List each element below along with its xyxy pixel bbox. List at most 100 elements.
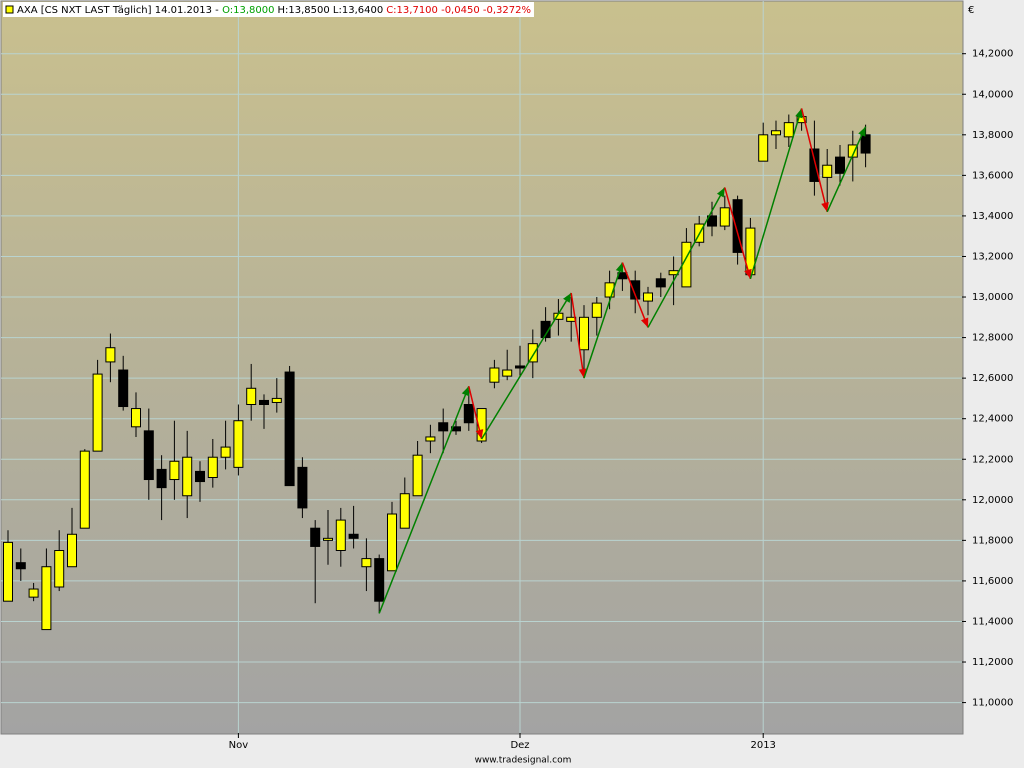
arrow-head xyxy=(795,108,803,119)
candle-body-up xyxy=(131,408,141,428)
y-tick-label: 14,0000 xyxy=(972,89,1013,100)
candle-body-up xyxy=(783,122,794,138)
candle-body-up xyxy=(847,144,858,158)
candle-body-down xyxy=(143,430,154,481)
arrow-head xyxy=(461,386,470,397)
candle-body-down xyxy=(835,156,845,174)
zigzag-down xyxy=(800,108,828,213)
candle-body-down xyxy=(438,422,449,432)
y-tick-label: 14,2000 xyxy=(972,49,1013,60)
candle-body-up xyxy=(502,369,513,377)
grid: 11,0000 11,2000 11,4000 11,6000 11,8000 12,00… xyxy=(1,1,1013,751)
arrow-head xyxy=(475,429,484,439)
candle-body-up xyxy=(758,134,769,162)
candle-body-up xyxy=(271,397,282,403)
y-tick-label: 11,2000 xyxy=(972,657,1013,668)
y-tick-label: 13,2000 xyxy=(972,251,1013,262)
candle-body-down xyxy=(860,134,871,154)
header-part: AXA [CS NXT LAST Täglich] 14.01.2013 - xyxy=(17,5,219,16)
candle-body-up xyxy=(79,450,90,529)
header-icon xyxy=(5,5,14,14)
y-tick-label: 11,8000 xyxy=(972,535,1013,546)
candle-body-up xyxy=(771,130,781,136)
candle-body-down xyxy=(809,148,820,182)
y-tick-label: 12,0000 xyxy=(972,495,1013,506)
y-tick-label: 12,6000 xyxy=(972,373,1013,384)
candle-body-up xyxy=(476,408,487,442)
header-part: H:13,8500 L:13,6400 xyxy=(277,5,383,16)
source: www.tradesignal.com xyxy=(475,756,572,766)
x-tick-label: 2013 xyxy=(750,740,775,751)
y-tick-label: 12,4000 xyxy=(972,414,1013,425)
candle-body-down xyxy=(195,470,205,483)
header-background xyxy=(3,2,534,17)
arrow-head xyxy=(615,262,624,273)
candle-body-up xyxy=(387,513,397,572)
y-tick-label: 11,4000 xyxy=(972,616,1013,627)
zigzag-down xyxy=(724,187,752,279)
y-tick-label: 13,8000 xyxy=(972,130,1013,141)
candle-body-up xyxy=(233,420,244,468)
zigzag-up xyxy=(480,292,572,440)
candle-body-down xyxy=(348,533,359,539)
candle-body-up xyxy=(591,302,602,318)
candle-body-down xyxy=(732,199,743,253)
zigzag-down xyxy=(621,262,649,328)
arrow-head xyxy=(563,292,572,303)
y-tick-label: 13,0000 xyxy=(972,292,1013,303)
arrow-head xyxy=(858,126,866,137)
x-tick-label: Dez xyxy=(510,740,529,751)
candle-body-down xyxy=(374,558,385,602)
candle-body-up xyxy=(41,566,52,631)
candle-body-up xyxy=(604,282,615,298)
header-part: O:13,8000 xyxy=(222,5,274,16)
candle-body-up xyxy=(92,373,103,452)
candle-body-down xyxy=(707,215,717,227)
candle-body-down xyxy=(515,365,525,369)
candle-body-down xyxy=(655,278,666,288)
y-tick-label: 13,4000 xyxy=(972,211,1013,222)
y-tick-label: 11,6000 xyxy=(972,576,1013,587)
candle-body-down xyxy=(156,468,167,489)
candle-body-up xyxy=(207,456,218,479)
candle-body-up xyxy=(220,446,231,458)
header: AXA [CS NXT LAST Täglich] 14.01.2013 - O:… xyxy=(3,2,534,17)
arrow-head xyxy=(744,268,752,279)
candle-body-down xyxy=(15,562,26,570)
zigzag-up xyxy=(826,126,867,213)
y-tick-label: 13,6000 xyxy=(972,170,1013,181)
y-tick-label: 12,8000 xyxy=(972,333,1013,344)
y-tick-label: 12,2000 xyxy=(972,454,1013,465)
candle-body-up xyxy=(361,558,372,568)
candle-body-up xyxy=(527,343,538,363)
y-tick-label: 11,0000 xyxy=(972,698,1013,709)
candle-body-up xyxy=(643,292,653,302)
header-part: C:13,7100 -0,0450 -0,3272% xyxy=(386,5,531,16)
candle-body-down xyxy=(259,399,269,406)
arrow-head xyxy=(640,317,649,328)
candle-body-up xyxy=(822,164,833,178)
x-tick-label: Nov xyxy=(229,740,249,751)
marks xyxy=(3,108,871,631)
zigzag-up xyxy=(378,385,470,614)
zigzag-up xyxy=(583,262,624,379)
candle-body-up xyxy=(579,316,589,351)
candle-body-up xyxy=(719,207,730,227)
candle-body-up xyxy=(335,519,346,551)
candle-body-down xyxy=(540,320,551,339)
candle-body-down xyxy=(463,404,474,424)
candle-body-up xyxy=(3,541,13,602)
candle-body-down xyxy=(118,369,129,408)
candle-body-down xyxy=(284,371,295,487)
candle-body-up xyxy=(425,436,436,442)
candle-body-up xyxy=(28,588,39,598)
y-axis-label: € xyxy=(968,5,974,16)
candle-body-up xyxy=(105,347,116,363)
candle-body-up xyxy=(399,493,410,529)
arrow-head xyxy=(716,187,725,198)
candle-body-up xyxy=(323,537,333,541)
arrow-head xyxy=(821,201,829,212)
candle-body-up xyxy=(412,454,423,497)
candle-body-up xyxy=(67,533,77,568)
header-text: AXA [CS NXT LAST Täglich] 14.01.2013 - O:… xyxy=(17,5,531,16)
